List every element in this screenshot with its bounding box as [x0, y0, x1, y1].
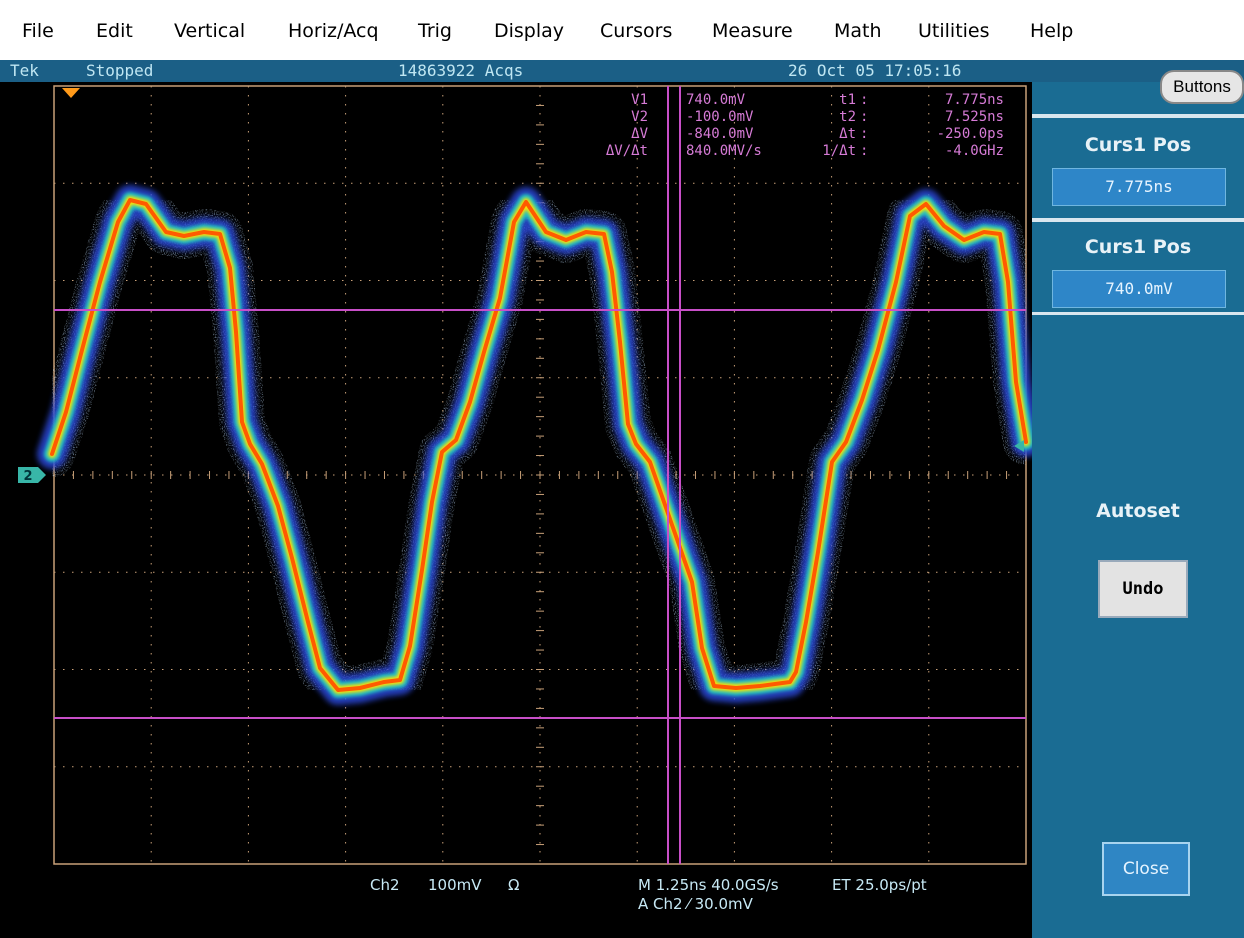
- waveform-canvas[interactable]: V1 V2 ΔV ΔV/Δt 740.0mV -100.0mV -840.0mV…: [0, 82, 1036, 938]
- trigger-level-marker[interactable]: [1014, 440, 1024, 452]
- undo-button[interactable]: Undo: [1098, 560, 1188, 618]
- readout-v2-value: -100.0mV: [686, 109, 754, 125]
- buttons-toggle[interactable]: Buttons: [1160, 70, 1244, 104]
- curs1-volt-title: Curs1 Pos: [1084, 236, 1192, 258]
- readout-dv-value: -840.0mV: [686, 126, 754, 142]
- panel-divider: [1032, 312, 1244, 315]
- control-panel: Buttons Curs1 Pos 7.775ns Curs1 Pos 740.…: [1032, 70, 1244, 938]
- trigger-position-marker[interactable]: [62, 88, 80, 98]
- panel-divider: [1032, 218, 1244, 222]
- menu-help[interactable]: Help: [1030, 20, 1074, 42]
- readout-t2-value: 7.525ns: [945, 109, 1004, 125]
- readout-invdt-label: 1/Δt: [822, 143, 856, 159]
- menu-bar: File Edit Vertical Horiz/Acq Trig Displa…: [0, 0, 1244, 60]
- channel-scale: 100mV: [428, 876, 482, 894]
- menu-file[interactable]: File: [22, 20, 54, 42]
- status-bar: Tek Stopped 14863922 Acqs 26 Oct 05 17:0…: [0, 60, 1244, 82]
- curs1-time-title: Curs1 Pos: [1084, 134, 1192, 156]
- date-time: 26 Oct 05 17:05:16: [788, 61, 962, 80]
- menu-trig[interactable]: Trig: [418, 20, 452, 42]
- cursor-readout: V1 V2 ΔV ΔV/Δt 740.0mV -100.0mV -840.0mV…: [606, 92, 1004, 159]
- readout-dv-label: ΔV: [631, 126, 648, 142]
- menu-utilities[interactable]: Utilities: [918, 20, 990, 42]
- menu-measure[interactable]: Measure: [712, 20, 793, 42]
- autoset-title: Autoset: [1096, 500, 1180, 522]
- menu-math[interactable]: Math: [834, 20, 882, 42]
- readout-v2-label: V2: [631, 109, 648, 125]
- close-button[interactable]: Close: [1102, 842, 1190, 896]
- readout-colon-1: :: [860, 92, 868, 108]
- readout-dt-label: Δt: [839, 126, 856, 142]
- run-state: Stopped: [86, 61, 154, 80]
- menu-vertical[interactable]: Vertical: [174, 20, 246, 42]
- readout-dt-value: -250.0ps: [937, 126, 1004, 142]
- readout-v1-value: 740.0mV: [686, 92, 746, 108]
- waveform-display[interactable]: V1 V2 ΔV ΔV/Δt 740.0mV -100.0mV -840.0mV…: [0, 82, 1036, 938]
- horizontal-settings: M 1.25ns 40.0GS/s: [638, 876, 779, 894]
- readout-colon-4: :: [860, 143, 868, 159]
- curs1-time-field[interactable]: 7.775ns: [1052, 168, 1226, 206]
- curs1-volt-field[interactable]: 740.0mV: [1052, 270, 1226, 308]
- acquisition-count: 14863922 Acqs: [398, 61, 524, 80]
- waveform-trace: [29, 177, 1036, 713]
- menu-horiz-acq[interactable]: Horiz/Acq: [288, 20, 379, 42]
- channel-coupling: Ω: [508, 876, 520, 894]
- trace-core: [50, 198, 1028, 692]
- readout-invdt-value: -4.0GHz: [945, 143, 1004, 159]
- menu-cursors[interactable]: Cursors: [600, 20, 673, 42]
- cursors[interactable]: [54, 86, 1026, 864]
- readout-v1-label: V1: [631, 92, 648, 108]
- readout-colon-2: :: [860, 109, 868, 125]
- readout-t1-label: t1: [839, 92, 856, 108]
- readout-t2-label: t2: [839, 109, 856, 125]
- channel-2-marker-label: 2: [23, 469, 32, 484]
- channel-2-marker[interactable]: 2: [18, 467, 46, 484]
- brand-label: Tek: [10, 61, 39, 80]
- readout-colon-3: :: [860, 126, 868, 142]
- equivalent-time: ET 25.0ps/pt: [832, 876, 927, 894]
- readout-t1-value: 7.775ns: [945, 92, 1004, 108]
- channel-label: Ch2: [370, 876, 400, 894]
- menu-edit[interactable]: Edit: [96, 20, 133, 42]
- panel-divider: [1032, 114, 1244, 118]
- readout-dvdt-value: 840.0MV/s: [686, 143, 762, 159]
- trace-noise-halo: [29, 177, 1036, 713]
- menu-display[interactable]: Display: [494, 20, 565, 42]
- trigger-readout: A Ch2 ⁄ 30.0mV: [638, 895, 753, 913]
- readout-dvdt-label: ΔV/Δt: [606, 143, 648, 159]
